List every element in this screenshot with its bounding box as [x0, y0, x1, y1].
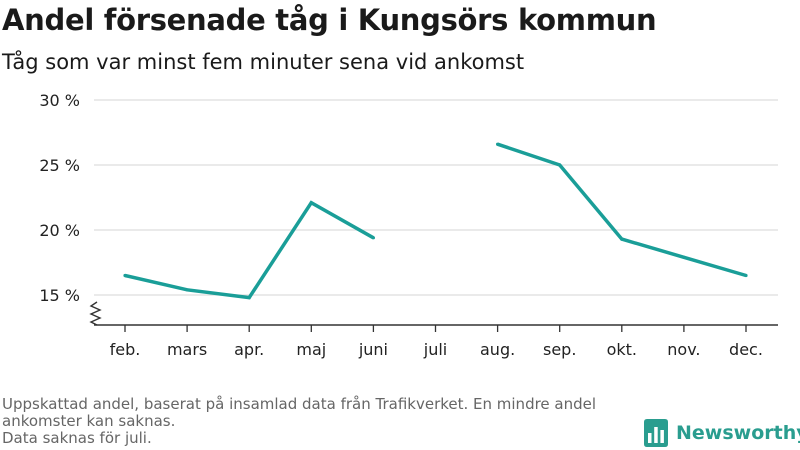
- data-point: [309, 201, 313, 205]
- data-point: [123, 273, 127, 278]
- y-tick-label: 15 %: [39, 286, 80, 305]
- footnote-line-1: Uppskattad andel, baserat på insamlad da…: [2, 395, 597, 413]
- x-tick-label: aug.: [480, 340, 515, 359]
- series-line-segment: [497, 142, 747, 278]
- grid-lines: [94, 99, 778, 296]
- data-point: [247, 296, 251, 300]
- data-point: [496, 142, 500, 146]
- x-tick-label: feb.: [110, 340, 141, 359]
- x-axis: [89, 301, 778, 332]
- footnote: Uppskattad andel, baserat på insamlad da…: [2, 396, 642, 447]
- line-chart: 15 % 20 % 25 % 30 % feb. mars apr. maj juni juli…: [39, 91, 778, 359]
- x-tick-labels: feb. mars apr. maj juni juli aug. sep. okt. nov. d…: [110, 340, 763, 359]
- x-tick-label: maj: [296, 340, 326, 359]
- data-point: [682, 255, 686, 259]
- x-tick-label: juni: [358, 340, 388, 359]
- brand-name: Newsworthy: [676, 422, 800, 444]
- data-series: [123, 142, 748, 300]
- y-tick-labels: 15 % 20 % 25 % 30 %: [39, 91, 80, 305]
- y-tick-label: 30 %: [39, 91, 80, 110]
- footnote-line-3: Data saknas för juli.: [2, 429, 152, 447]
- x-tick-label: sep.: [543, 340, 576, 359]
- x-tick-label: juli: [423, 340, 447, 359]
- chart-title: Andel försenade tåg i Kungsörs kommun: [2, 3, 657, 37]
- newsworthy-logo-icon: [644, 419, 668, 447]
- chart-subtitle: Tåg som var minst fem minuter sena vid a…: [2, 50, 525, 74]
- x-tick-label: nov.: [667, 340, 700, 359]
- data-point: [185, 288, 189, 292]
- data-point: [371, 236, 375, 240]
- y-tick-label: 25 %: [39, 156, 80, 175]
- data-point: [620, 237, 624, 241]
- axis-break-icon: [89, 301, 102, 326]
- x-tick-label: apr.: [234, 340, 264, 359]
- footnote-line-2: ankomster kan saknas.: [2, 412, 176, 430]
- y-tick-label: 20 %: [39, 221, 80, 240]
- data-point: [558, 163, 562, 167]
- x-tick-label: mars: [167, 340, 207, 359]
- series-line-segment: [124, 200, 375, 300]
- data-point: [744, 273, 748, 278]
- x-tick-label: dec.: [729, 340, 763, 359]
- brand: Newsworthy: [644, 419, 800, 447]
- x-tick-label: okt.: [607, 340, 637, 359]
